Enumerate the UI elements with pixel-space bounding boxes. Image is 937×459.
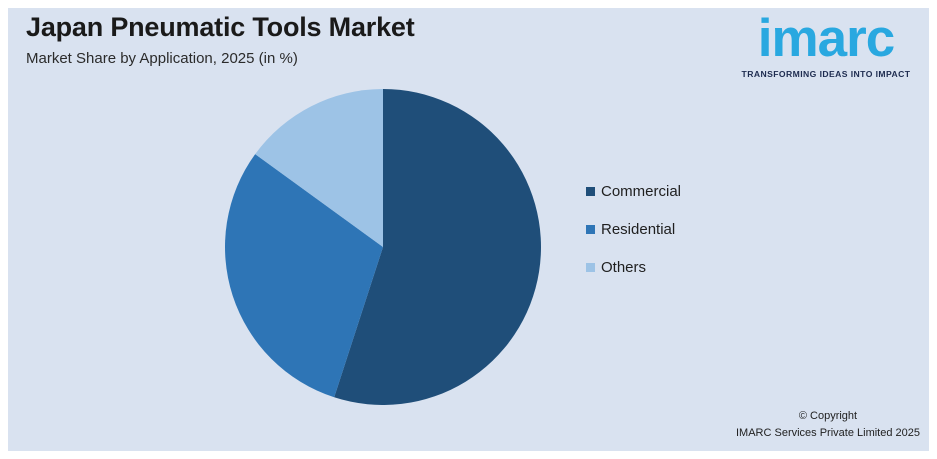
legend-marker [586, 262, 595, 272]
legend-item-others: Others [586, 258, 681, 276]
copyright-notice: © Copyright IMARC Services Private Limit… [736, 408, 920, 441]
pie-chart [225, 89, 541, 405]
legend-marker [586, 224, 595, 234]
chart-subtitle: Market Share by Application, 2025 (in %) [26, 50, 298, 67]
imarc-logo: imarc TRANSFORMING IDEAS INTO IMPACT [732, 10, 920, 79]
legend-marker [586, 186, 595, 196]
imarc-wordmark: imarc [757, 9, 895, 68]
legend-label: Commercial [601, 182, 682, 200]
pie-slice-commercial [334, 89, 541, 405]
legend: Commercial Residential Others [586, 182, 681, 296]
legend-label: Others [601, 258, 647, 276]
legend-item-commercial: Commercial [586, 182, 681, 200]
pie-slice-residential [225, 154, 383, 398]
chart-panel: Japan Pneumatic Tools Market Market Shar… [8, 8, 929, 451]
pie-slice-others [255, 89, 383, 247]
page-title: Japan Pneumatic Tools Market [26, 12, 415, 42]
copyright-line1: © Copyright [798, 410, 858, 422]
imarc-tagline: TRANSFORMING IDEAS INTO IMPACT [741, 69, 911, 80]
legend-item-residential: Residential [586, 220, 681, 238]
copyright-line2: IMARC Services Private Limited 2025 [735, 426, 920, 439]
legend-label: Residential [601, 220, 676, 238]
